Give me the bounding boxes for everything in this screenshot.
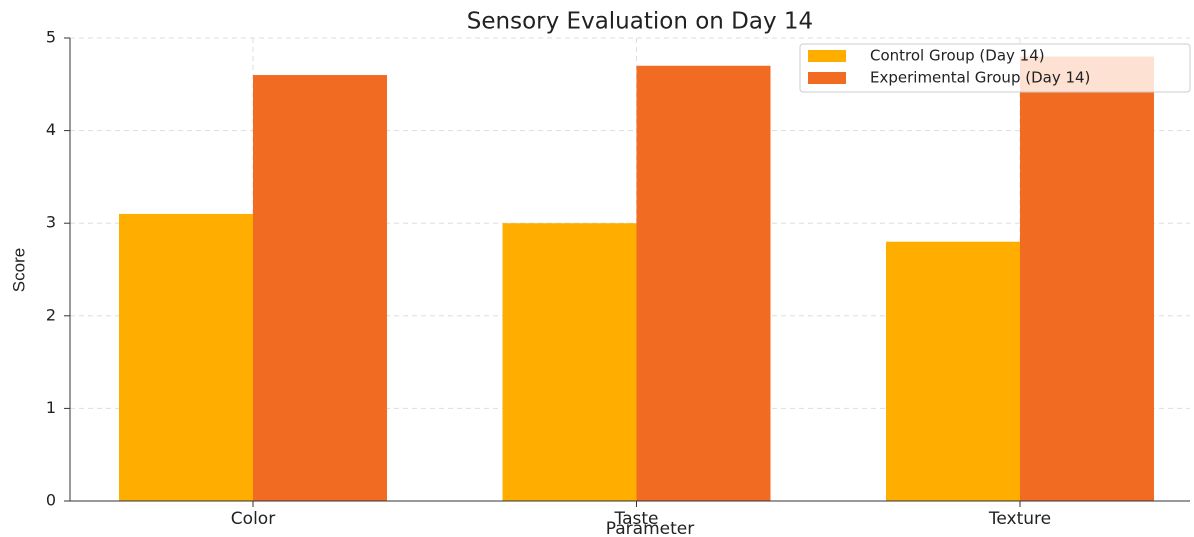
y-tick-label: 2 (46, 305, 56, 324)
bar (253, 75, 387, 501)
bar (886, 241, 1020, 501)
legend-swatch (808, 50, 846, 62)
bar (1020, 56, 1154, 502)
y-tick-label: 0 (46, 491, 56, 510)
legend-box (799, 43, 1191, 93)
legend-label: Control Group (Day 14) (870, 47, 1045, 65)
x-tick-label: Taste (614, 509, 659, 529)
x-axis-label: Parameter (606, 519, 694, 537)
legend-swatch (808, 72, 846, 84)
bar (502, 223, 637, 501)
bar (119, 213, 253, 501)
chart-title: Sensory Evaluation on Day 14 (467, 9, 813, 35)
y-axis-label: Score (9, 248, 28, 292)
x-tick-label: Color (231, 509, 275, 529)
bar (636, 65, 771, 501)
legend: Control Group (Day 14) Experimental Group… (799, 43, 1191, 93)
legend-label: Experimental Group (Day 14) (870, 69, 1090, 87)
y-tick-label: 3 (46, 213, 56, 232)
y-tick-label: 1 (46, 398, 56, 417)
x-tick-label: Texture (988, 509, 1051, 529)
y-tick-label: 4 (46, 120, 56, 139)
y-tick-label: 5 (46, 28, 56, 47)
